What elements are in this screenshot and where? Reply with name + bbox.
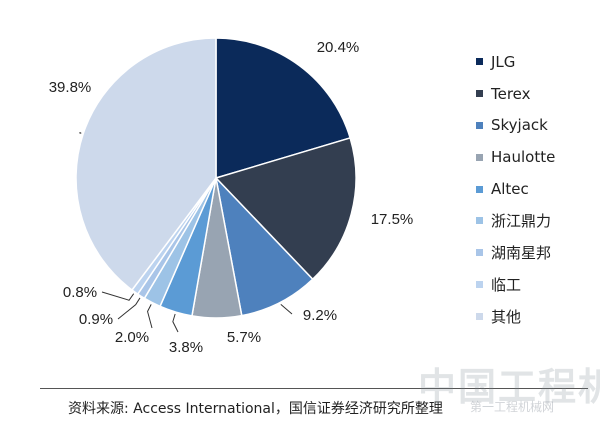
legend: JLG Terex Skyjack Haulotte Altec 浙江鼎力湖南星邦临工其他 <box>476 46 555 332</box>
legend-swatch <box>476 249 483 257</box>
legend-label: 临工 <box>491 275 522 294</box>
legend-item: 浙江鼎力 <box>476 205 555 237</box>
legend-swatch <box>476 280 483 288</box>
legend-item: Haulotte <box>476 141 555 173</box>
slice-label-2: 17.5% <box>371 211 414 228</box>
leader-line-7 <box>117 297 141 320</box>
legend-label: Terex <box>491 84 531 103</box>
legend-swatch <box>476 121 483 129</box>
legend-swatch <box>476 153 483 161</box>
slice-label-9: 39.8% <box>49 79 92 96</box>
legend-swatch <box>476 185 483 193</box>
legend-label: Skyjack <box>491 116 548 135</box>
slice-label-8: 0.8% <box>63 284 97 301</box>
legend-swatch <box>476 90 483 98</box>
source-note: 资料来源: Access International，国信证券经济研究所整理 <box>68 401 443 417</box>
legend-label: 其他 <box>491 307 522 326</box>
leader-line-8 <box>101 291 135 301</box>
legend-label: JLG <box>491 52 516 71</box>
leader-line-3 <box>280 303 293 315</box>
legend-item: Altec <box>476 173 555 205</box>
legend-label: 湖南星邦 <box>491 244 552 263</box>
watermark-logo: 中国工程机械 <box>418 365 600 409</box>
watermark-subtitle: 第一工程机械网 <box>470 400 555 414</box>
leader-line-6 <box>147 304 153 329</box>
legend-item: 临工 <box>476 269 555 301</box>
legend-label: Haulotte <box>491 148 556 167</box>
slice-label-3: 9.2% <box>303 307 337 324</box>
legend-item: 湖南星邦 <box>476 237 555 269</box>
legend-item: Skyjack <box>476 110 555 142</box>
legend-label: Altec <box>491 180 529 199</box>
legend-item: Terex <box>476 78 555 110</box>
leader-line-5 <box>172 313 179 333</box>
legend-item: JLG <box>476 46 555 78</box>
legend-swatch <box>476 217 483 225</box>
slice-label-4: 5.7% <box>227 329 261 346</box>
legend-label: 浙江鼎力 <box>491 212 552 231</box>
slice-label-7: 0.9% <box>79 311 113 328</box>
slice-label-5: 3.8% <box>169 339 203 356</box>
slice-label-1: 20.4% <box>317 39 360 56</box>
slice-label-6: 2.0% <box>115 329 149 346</box>
pie-slice-9 <box>75 37 217 292</box>
legend-swatch <box>476 312 483 320</box>
pie-slice-3 <box>214 175 314 317</box>
pie-slice-1 <box>215 37 352 180</box>
pie-slice-2 <box>214 136 357 281</box>
legend-swatch <box>476 58 483 66</box>
legend-item: 其他 <box>476 300 555 332</box>
leader-line-9 <box>79 132 82 134</box>
source-divider <box>40 388 588 389</box>
